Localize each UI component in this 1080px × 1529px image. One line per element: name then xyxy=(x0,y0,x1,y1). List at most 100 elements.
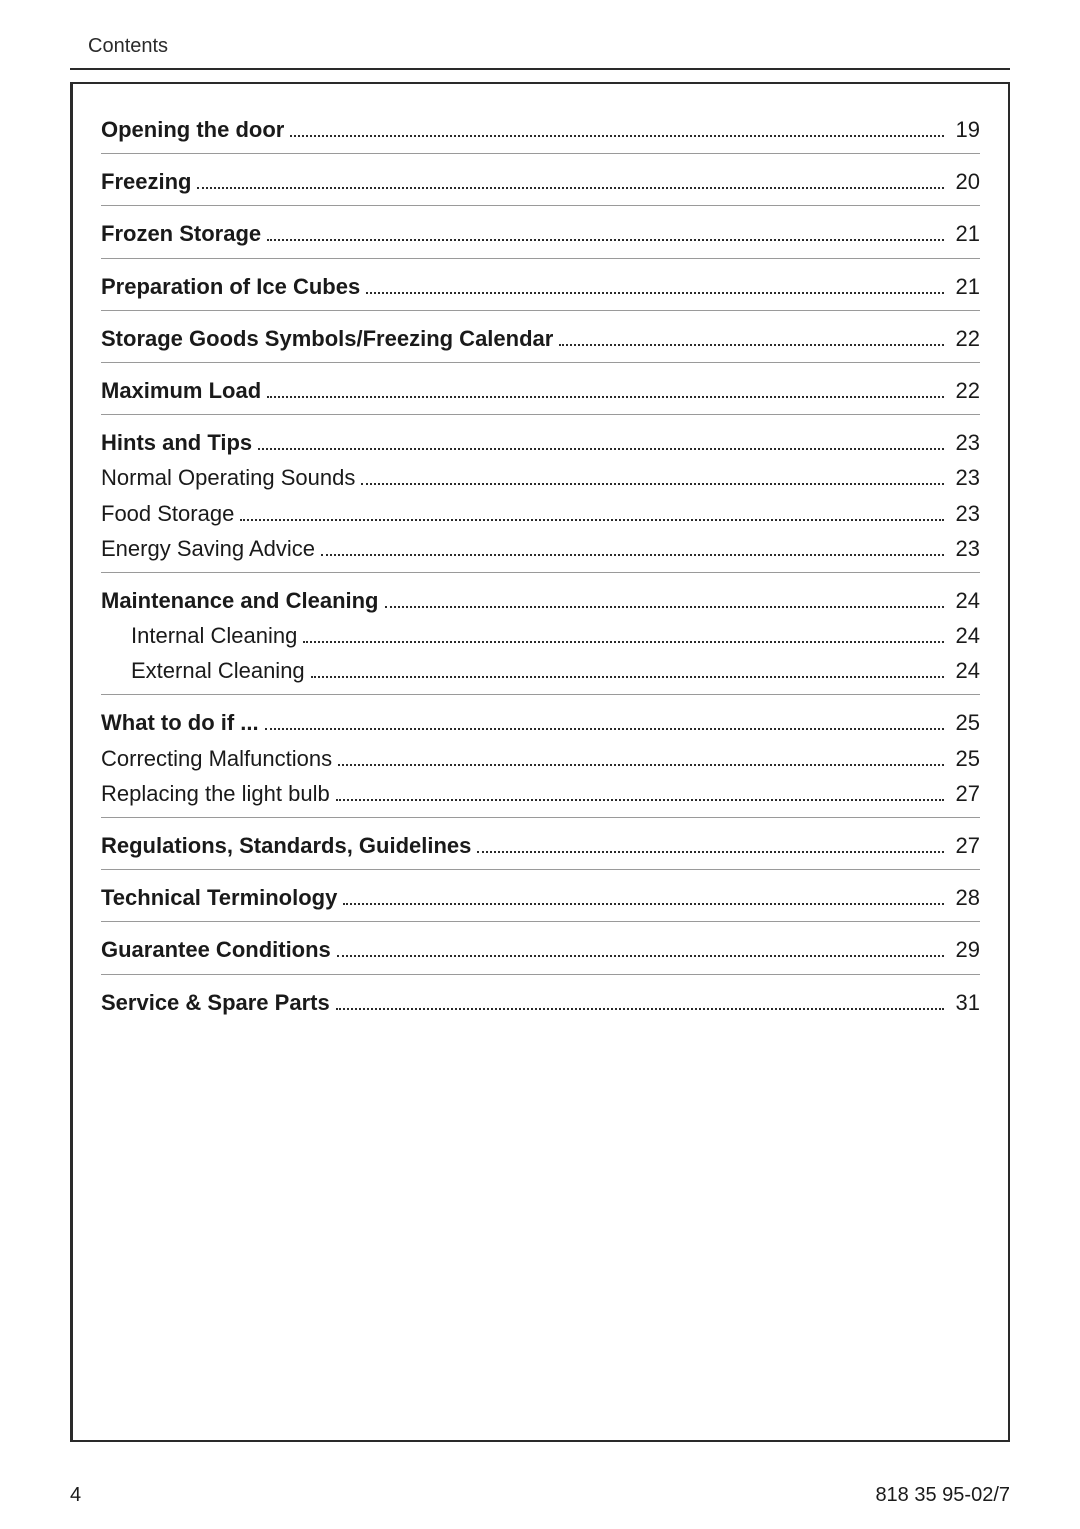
toc-page-number: 25 xyxy=(950,705,980,740)
toc-page-number: 24 xyxy=(950,618,980,653)
toc-page-number: 22 xyxy=(950,321,980,356)
toc-group: Maintenance and Cleaning24Internal Clean… xyxy=(101,583,980,696)
page: Contents Opening the door 19 Freezing 20 Fro… xyxy=(0,0,1080,1529)
toc-title: Opening the door xyxy=(101,112,290,147)
toc-group: Service & Spare Parts 31 xyxy=(101,985,980,1020)
toc-line: Guarantee Conditions 29 xyxy=(101,932,980,967)
toc-page-number: 23 xyxy=(950,496,980,531)
toc-page-number: 29 xyxy=(950,932,980,967)
toc-title: Maximum Load xyxy=(101,373,267,408)
toc-group: Frozen Storage 21 xyxy=(101,216,980,258)
toc-page-number: 25 xyxy=(950,741,980,776)
toc-line: Hints and Tips 23 xyxy=(101,425,980,460)
toc-line: Opening the door 19 xyxy=(101,112,980,147)
toc-line: What to do if ... 25 xyxy=(101,705,980,740)
toc-group: Technical Terminology 28 xyxy=(101,880,980,922)
toc-page-number: 28 xyxy=(950,880,980,915)
toc-leader-dots xyxy=(197,187,943,189)
toc-title: Frozen Storage xyxy=(101,216,267,251)
header-label: Contents xyxy=(88,35,1010,58)
toc-leader-dots xyxy=(338,764,943,766)
toc-container: Opening the door 19 Freezing 20 Frozen Stora… xyxy=(70,82,1010,1442)
toc-leader-dots xyxy=(336,799,944,801)
toc-title: Storage Goods Symbols/Freezing Calendar xyxy=(101,321,559,356)
toc-leader-dots xyxy=(303,641,943,643)
toc-line: Maximum Load 22 xyxy=(101,373,980,408)
toc-page-number: 23 xyxy=(950,531,980,566)
toc-page-number: 23 xyxy=(950,425,980,460)
toc-line: Freezing 20 xyxy=(101,164,980,199)
toc-line: Maintenance and Cleaning 24 xyxy=(101,583,980,618)
toc-line: Replacing the light bulb 27 xyxy=(101,776,980,811)
toc-title: Maintenance and Cleaning xyxy=(101,583,385,618)
toc-group: Preparation of Ice Cubes 21 xyxy=(101,269,980,311)
toc-title: Normal Operating Sounds xyxy=(101,460,361,495)
header-rule xyxy=(70,68,1010,70)
toc-line: Internal Cleaning 24 xyxy=(101,618,980,653)
toc-line: Service & Spare Parts 31 xyxy=(101,985,980,1020)
toc-title: Food Storage xyxy=(101,496,240,531)
toc-group: Freezing 20 xyxy=(101,164,980,206)
toc-title: Correcting Malfunctions xyxy=(101,741,338,776)
toc-leader-dots xyxy=(336,1008,944,1010)
toc-page-number: 31 xyxy=(950,985,980,1020)
toc-leader-dots xyxy=(321,554,943,556)
toc-title: External Cleaning xyxy=(101,653,311,688)
toc-page-number: 19 xyxy=(950,112,980,147)
toc-title: Internal Cleaning xyxy=(101,618,303,653)
toc-leader-dots xyxy=(258,448,943,450)
toc-group: Regulations, Standards, Guidelines 27 xyxy=(101,828,980,870)
toc-leader-dots xyxy=(337,955,944,957)
toc-line: Preparation of Ice Cubes 21 xyxy=(101,269,980,304)
toc-line: Frozen Storage 21 xyxy=(101,216,980,251)
toc-leader-dots xyxy=(477,851,943,853)
toc-line: Storage Goods Symbols/Freezing Calendar 2… xyxy=(101,321,980,356)
toc-group: Guarantee Conditions 29 xyxy=(101,932,980,974)
toc-line: Energy Saving Advice 23 xyxy=(101,531,980,566)
toc-leader-dots xyxy=(311,676,944,678)
toc-leader-dots xyxy=(290,135,943,137)
toc-leader-dots xyxy=(385,606,944,608)
toc-line: Food Storage 23 xyxy=(101,496,980,531)
toc-line: Normal Operating Sounds 23 xyxy=(101,460,980,495)
toc-group: What to do if ...25Correcting Malfunctio… xyxy=(101,705,980,818)
toc-page-number: 27 xyxy=(950,776,980,811)
toc-title: Freezing xyxy=(101,164,197,199)
toc-page-number: 22 xyxy=(950,373,980,408)
toc-title: Energy Saving Advice xyxy=(101,531,321,566)
toc-leader-dots xyxy=(265,728,944,730)
toc-title: Replacing the light bulb xyxy=(101,776,336,811)
toc-leader-dots xyxy=(240,519,943,521)
toc-group: Storage Goods Symbols/Freezing Calendar 2… xyxy=(101,321,980,363)
toc-title: Service & Spare Parts xyxy=(101,985,336,1020)
toc-leader-dots xyxy=(366,292,943,294)
toc-page-number: 21 xyxy=(950,269,980,304)
toc-page-number: 27 xyxy=(950,828,980,863)
toc-page-number: 24 xyxy=(950,653,980,688)
toc-leader-dots xyxy=(559,344,943,346)
toc-line: Technical Terminology 28 xyxy=(101,880,980,915)
toc-leader-dots xyxy=(267,239,943,241)
toc-leader-dots xyxy=(267,396,943,398)
toc-leader-dots xyxy=(361,483,943,485)
toc-title: Technical Terminology xyxy=(101,880,343,915)
toc-page-number: 23 xyxy=(950,460,980,495)
document-code: 818 35 95-02/7 xyxy=(875,1484,1010,1507)
toc-title: Preparation of Ice Cubes xyxy=(101,269,366,304)
page-number: 4 xyxy=(70,1484,81,1507)
toc-page-number: 24 xyxy=(950,583,980,618)
toc-line: Regulations, Standards, Guidelines 27 xyxy=(101,828,980,863)
toc-leader-dots xyxy=(343,903,943,905)
toc-title: Hints and Tips xyxy=(101,425,258,460)
toc-line: Correcting Malfunctions 25 xyxy=(101,741,980,776)
toc-page-number: 20 xyxy=(950,164,980,199)
toc-page-number: 21 xyxy=(950,216,980,251)
toc-title: Guarantee Conditions xyxy=(101,932,337,967)
toc-group: Opening the door 19 xyxy=(101,112,980,154)
toc-title: What to do if ... xyxy=(101,705,265,740)
page-footer: 4 818 35 95-02/7 xyxy=(70,1484,1010,1507)
toc-group: Maximum Load 22 xyxy=(101,373,980,415)
toc-title: Regulations, Standards, Guidelines xyxy=(101,828,477,863)
toc-group: Hints and Tips 23 Normal Operating Sounds 2… xyxy=(101,425,980,573)
toc-line: External Cleaning 24 xyxy=(101,653,980,688)
